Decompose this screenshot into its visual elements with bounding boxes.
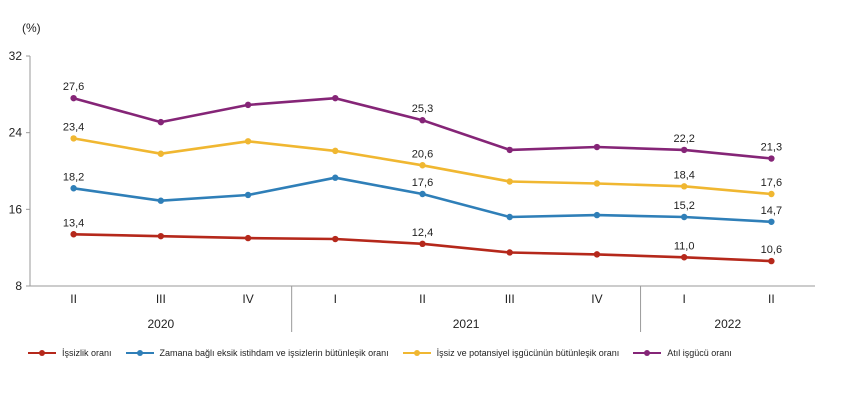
data-label: 18,2 <box>63 171 84 183</box>
data-point <box>680 213 688 221</box>
data-label: 12,4 <box>412 227 433 239</box>
data-label: 14,7 <box>761 205 782 217</box>
data-point <box>419 240 426 248</box>
data-point <box>70 94 77 102</box>
legend-item-underemployment: Zamana bağlı eksik istihdam ve işsizleri… <box>125 348 389 358</box>
data-point <box>244 138 252 145</box>
data-label: 27,6 <box>63 81 84 93</box>
data-label: 17,6 <box>761 177 782 189</box>
y-tick-label: 8 <box>15 279 22 293</box>
data-point <box>768 257 775 265</box>
data-point <box>593 143 601 151</box>
data-point <box>419 190 426 198</box>
data-point <box>70 135 77 142</box>
x-tick-label: I <box>334 292 337 306</box>
legend-swatch <box>402 350 431 356</box>
chart-legend: İşsizlik oranı Zamana bağlı eksik istihd… <box>28 348 732 358</box>
data-point <box>332 147 339 155</box>
data-point <box>506 146 513 154</box>
x-tick-label: II <box>768 292 775 306</box>
x-tick-label: II <box>70 292 77 306</box>
data-point <box>680 146 688 154</box>
y-tick-label: 16 <box>9 202 23 216</box>
legend-label: İşsiz ve potansiyel işgücünün bütünleşik… <box>436 348 620 358</box>
data-point <box>768 218 775 225</box>
data-point <box>332 174 339 181</box>
data-point <box>593 251 601 258</box>
data-point <box>419 117 426 124</box>
data-label: 22,2 <box>673 133 694 145</box>
legend-swatch <box>125 350 154 356</box>
legend-label: İşsizlik oranı <box>62 348 112 358</box>
legend-item-slack: Atıl işgücü oranı <box>633 348 732 358</box>
year-label: 2020 <box>147 317 174 331</box>
x-tick-label: I <box>682 292 685 306</box>
x-tick-label: III <box>156 292 166 306</box>
data-point <box>244 101 252 109</box>
legend-item-unemployment: İşsizlik oranı <box>28 348 112 358</box>
data-label: 18,4 <box>673 169 694 181</box>
data-point <box>244 234 252 242</box>
data-label: 10,6 <box>761 244 782 256</box>
data-point <box>680 254 688 261</box>
x-tick-label: III <box>505 292 515 306</box>
data-label: 21,3 <box>761 142 782 154</box>
data-point <box>157 232 165 240</box>
data-label: 25,3 <box>412 103 433 115</box>
data-label: 23,4 <box>63 121 84 133</box>
data-point <box>768 190 775 198</box>
data-point <box>506 249 513 256</box>
legend-label: Atıl işgücü oranı <box>667 348 732 358</box>
legend-swatch <box>28 350 56 356</box>
data-label: 13,4 <box>63 217 84 229</box>
year-label: 2022 <box>714 317 741 331</box>
data-label: 20,6 <box>412 148 433 160</box>
data-point <box>244 191 252 199</box>
data-point <box>506 213 513 221</box>
data-point <box>680 183 688 190</box>
data-point <box>70 231 77 238</box>
x-tick-label: II <box>419 292 426 306</box>
y-tick-label: 24 <box>9 126 23 140</box>
x-tick-label: IV <box>591 292 602 306</box>
x-tick-label: IV <box>242 292 253 306</box>
year-label: 2021 <box>453 317 480 331</box>
data-label: 15,2 <box>673 200 694 212</box>
legend-swatch <box>633 350 662 356</box>
data-label: 11,0 <box>674 240 695 252</box>
data-point <box>593 180 601 187</box>
data-point <box>506 178 513 185</box>
data-point <box>70 185 77 192</box>
legend-label: Zamana bağlı eksik istihdam ve işsizleri… <box>159 348 389 358</box>
data-point <box>419 162 426 169</box>
data-point <box>332 235 339 243</box>
y-tick-label: 32 <box>9 49 23 63</box>
data-point <box>332 94 339 102</box>
data-point <box>157 150 165 157</box>
data-point <box>768 155 775 162</box>
y-axis-title: (%) <box>22 21 41 35</box>
legend-item-potential-labour: İşsiz ve potansiyel işgücünün bütünleşik… <box>402 348 620 358</box>
data-point <box>157 197 165 204</box>
data-label: 17,6 <box>412 177 433 189</box>
data-point <box>157 118 165 126</box>
data-point <box>593 211 601 219</box>
